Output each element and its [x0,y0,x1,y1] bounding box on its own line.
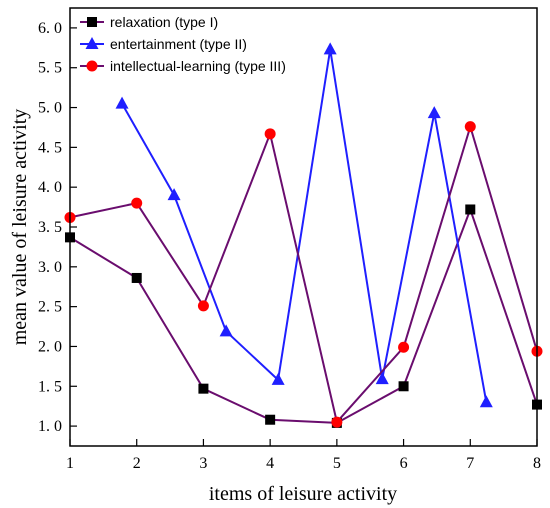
x-tick-label: 3 [199,455,207,472]
legend-marker [87,17,97,27]
series-line-3 [69,125,538,424]
legend-marker [85,37,99,49]
x-tick-label: 1 [66,455,74,472]
x-axis: 1 2 3 4 5 6 7 8 [66,439,541,472]
data-point-series-3 [464,121,476,133]
legend-marker [86,60,98,72]
y-tick-label: 2. 0 [38,338,62,355]
data-point-series-1 [131,272,142,283]
y-tick-label: 5. 0 [38,100,62,117]
data-point-series-2 [271,372,285,385]
legend-item-3: intellectual-learning (type III) [80,58,286,74]
data-point-series-2 [427,106,441,119]
data-point-series-3 [331,416,343,428]
y-tick-label: 4. 5 [38,139,62,156]
y-tick-label: 1. 0 [38,418,62,435]
legend: relaxation (type I) entertainment (type I… [80,14,286,74]
data-point-series-2 [479,395,493,408]
data-point-series-3 [264,128,276,140]
y-tick-label: 4. 0 [38,179,62,196]
legend-item-2: entertainment (type II) [80,36,247,52]
y-axis: 1. 0 1. 5 2. 0 2. 5 3. 0 3. 5 4. 0 4. 5 5. 0 5. 5… [38,20,77,435]
data-point-series-2 [167,188,181,201]
series-line-1 [69,208,538,424]
data-point-series-1 [265,414,276,425]
x-tick-label: 2 [133,455,141,472]
x-tick-label: 8 [533,455,541,472]
series-line-2 [121,48,488,403]
plot-lines [69,48,538,424]
y-tick-label: 2. 5 [38,299,62,316]
legend-item-1: relaxation (type I) [80,14,218,30]
data-point-series-1 [398,381,409,392]
x-tick-label: 4 [266,455,274,472]
legend-label: relaxation (type I) [110,14,218,30]
legend-label: intellectual-learning (type III) [110,58,286,74]
data-point-series-1 [198,383,209,394]
data-point-series-3 [197,300,209,312]
data-point-series-2 [219,324,233,337]
data-point-series-2 [323,42,337,55]
data-point-series-2 [115,96,129,109]
legend-label: entertainment (type II) [110,36,247,52]
x-axis-title: items of leisure activity [209,483,397,505]
y-tick-label: 3. 0 [38,259,62,276]
data-point-series-3 [131,197,143,209]
x-tick-label: 6 [400,455,408,472]
x-tick-label: 7 [466,455,474,472]
y-tick-label: 5. 5 [38,60,62,77]
data-point-series-1 [465,204,476,215]
y-tick-label: 1. 5 [38,378,62,395]
plot-markers [64,42,543,428]
data-point-series-2 [375,372,389,385]
y-axis-title: mean value of leisure activity [9,109,31,346]
x-tick-label: 5 [333,455,341,472]
y-tick-label: 6. 0 [38,20,62,37]
y-tick-label: 3. 5 [38,219,62,236]
data-point-series-3 [398,341,410,353]
